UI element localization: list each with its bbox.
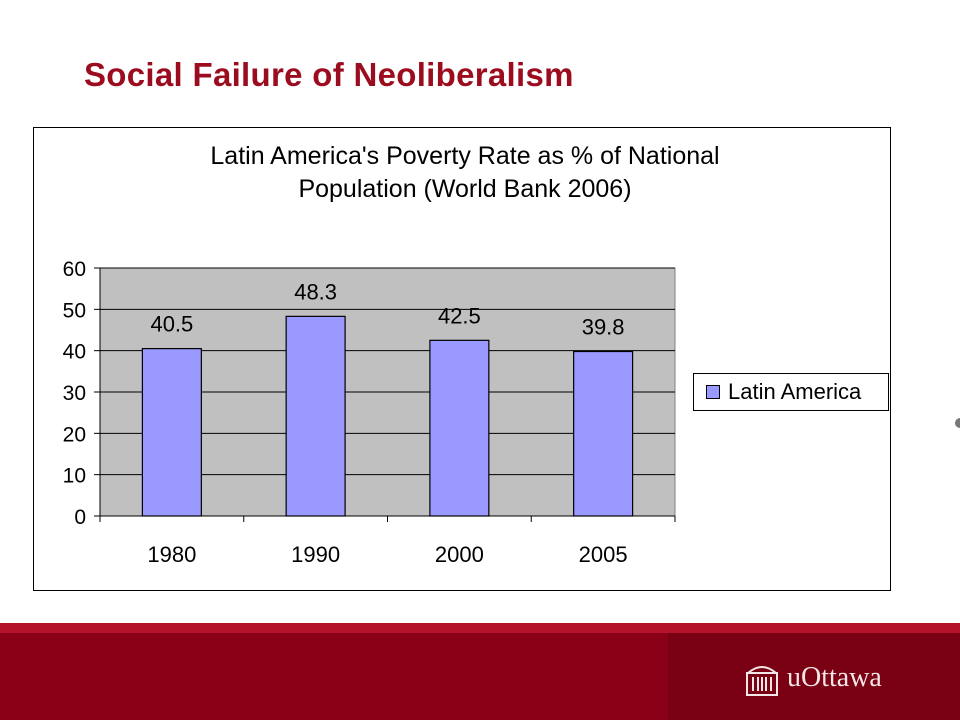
x-tick-label: 2000 [435, 542, 484, 567]
y-tick-label: 30 [63, 382, 86, 405]
edge-mark [955, 418, 960, 428]
uottawa-logo: uOttawa [745, 659, 882, 697]
footer-stripe [0, 623, 960, 633]
data-label: 48.3 [294, 279, 337, 304]
data-label: 42.5 [438, 303, 481, 328]
y-tick-label: 20 [63, 423, 86, 446]
y-tick-label: 10 [63, 465, 86, 488]
data-label: 40.5 [150, 312, 193, 337]
legend-label: Latin America [728, 379, 862, 404]
footer-logo-panel [668, 633, 960, 720]
data-label: 39.8 [582, 314, 625, 339]
x-tick-label: 1990 [291, 542, 340, 567]
bar [141, 348, 202, 517]
legend-swatch [706, 385, 720, 399]
university-building-icon [746, 666, 778, 696]
chart-title-line-1: Latin America's Poverty Rate as % of Nat… [210, 142, 720, 170]
y-tick-label: 60 [63, 258, 86, 281]
bar [429, 339, 490, 517]
chart-title-line-2: Population (World Bank 2006) [298, 175, 632, 203]
y-tick-label: 0 [74, 506, 86, 529]
chart-legend: Latin America [693, 373, 889, 411]
bar [573, 350, 634, 517]
slide-title: Social Failure of Neoliberalism [84, 56, 574, 93]
y-tick-label: 50 [63, 299, 86, 322]
y-tick-label: 40 [63, 341, 86, 364]
x-tick-label: 2005 [579, 542, 628, 567]
brand-name: uOttawa [787, 662, 882, 693]
bar [285, 315, 346, 517]
chart-title: Latin America's Poverty Rate as % of Nat… [0, 140, 930, 206]
x-tick-label: 1980 [147, 542, 196, 567]
